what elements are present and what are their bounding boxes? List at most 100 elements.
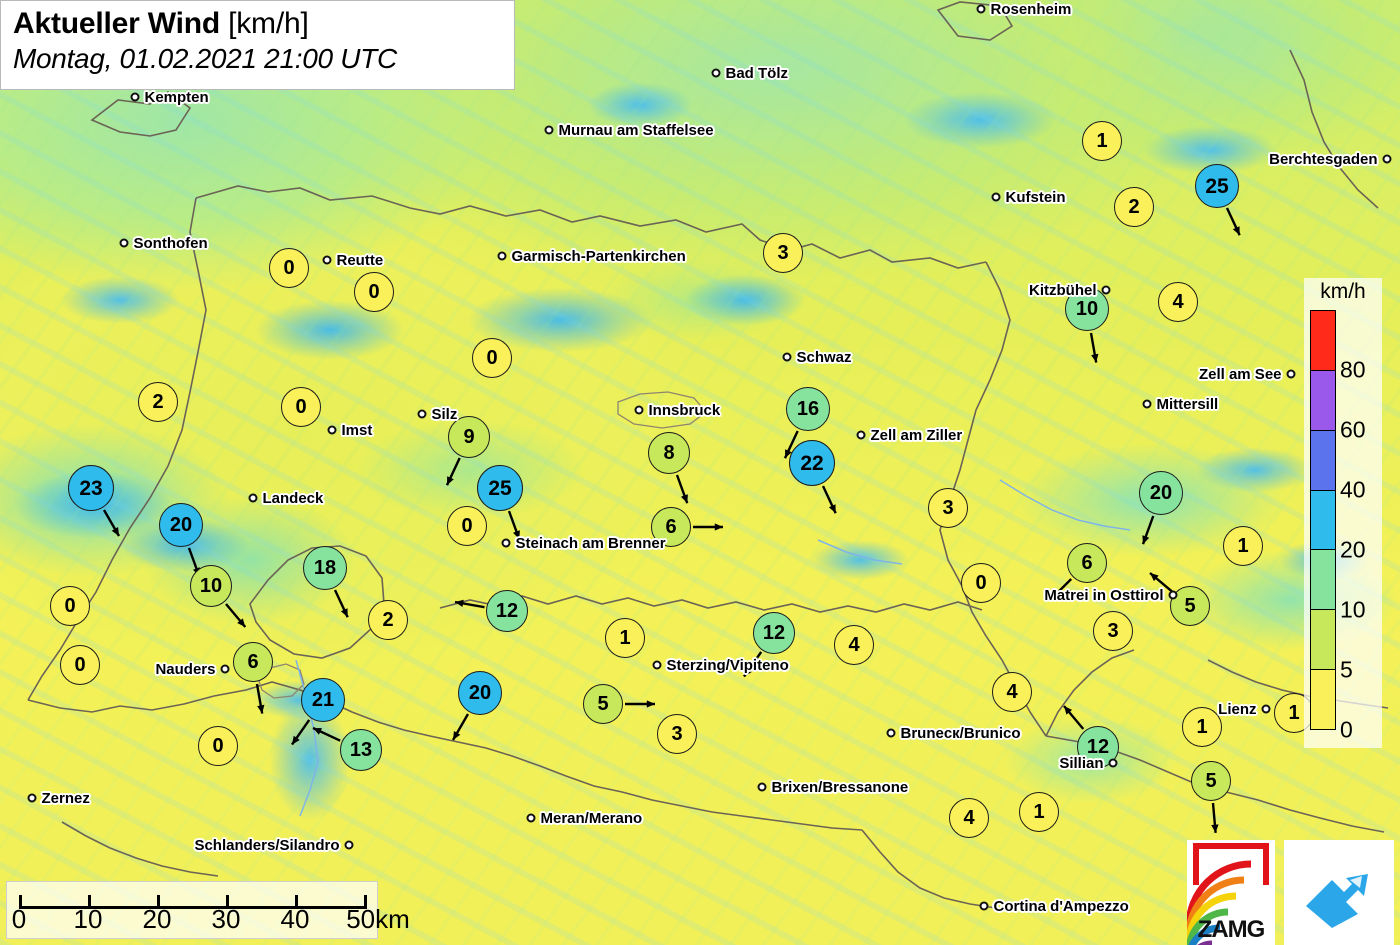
wind-station-marker[interactable]: 0 (281, 387, 321, 427)
city-dot-icon (322, 255, 332, 265)
wind-station-marker[interactable]: 12 (454, 590, 528, 632)
city-marker[interactable]: Steinach am Brenner (501, 535, 666, 552)
city-marker[interactable]: Rosenheim (976, 1, 1071, 18)
city-marker[interactable]: Mittersill (1142, 396, 1218, 413)
wind-speed-value: 9 (448, 416, 490, 458)
wind-station-marker[interactable]: 4 (1158, 282, 1198, 322)
wind-station-marker[interactable]: 0 (60, 645, 100, 685)
scale-tick-5 (364, 895, 367, 906)
wind-station-marker[interactable]: 4 (834, 625, 874, 665)
wind-station-marker[interactable]: 0 (198, 726, 238, 766)
city-marker[interactable]: Lienz (1218, 701, 1271, 718)
wind-station-marker[interactable]: 1 (605, 618, 645, 658)
wind-station-marker[interactable]: 16 (784, 387, 830, 459)
wind-station-marker[interactable]: 18 (303, 546, 349, 618)
city-marker[interactable]: Sterzing/Vipiteno (652, 657, 789, 674)
city-marker[interactable]: Silz (417, 406, 457, 423)
wind-station-marker[interactable]: 1 (1082, 121, 1122, 161)
city-marker[interactable]: Schwaz (782, 349, 852, 366)
wind-station-marker[interactable]: 2 (138, 382, 178, 422)
wind-station-marker[interactable]: 25 (1195, 164, 1241, 236)
wind-station-marker[interactable]: 21 (291, 678, 345, 745)
wind-station-marker[interactable]: 3 (763, 233, 803, 273)
city-dot-icon (248, 493, 258, 503)
wind-station-marker[interactable]: 6 (1049, 543, 1107, 601)
wind-station-marker[interactable]: 20 (159, 503, 203, 577)
wind-station-marker[interactable]: 2 (368, 600, 408, 640)
wind-station-marker[interactable]: 10 (190, 565, 246, 628)
city-marker[interactable]: Cortina d'Ampezzo (979, 898, 1129, 915)
scale-label-2: 20 (142, 904, 172, 934)
city-label: Mittersill (1156, 395, 1219, 413)
city-marker[interactable]: Reutte (322, 252, 383, 269)
wind-station-marker[interactable]: 20 (451, 671, 502, 741)
city-label: Kitzbühel (1029, 281, 1097, 299)
city-marker[interactable]: Sonthofen (119, 235, 208, 252)
wind-station-marker[interactable]: 0 (50, 586, 90, 626)
wind-station-marker[interactable]: 4 (992, 672, 1032, 712)
city-label: Meran/Merano (540, 809, 643, 827)
wind-station-marker[interactable]: 0 (354, 272, 394, 312)
wind-station-marker[interactable]: 0 (961, 563, 1001, 603)
city-marker[interactable]: Matrei in Osttirol (1044, 587, 1178, 604)
city-marker[interactable]: Zernez (27, 790, 90, 807)
city-marker[interactable]: Kitzbühel (1029, 282, 1111, 299)
wind-station-marker[interactable]: 0 (269, 248, 309, 288)
city-marker[interactable]: Berchtesgaden (1269, 151, 1392, 168)
city-marker[interactable]: Landeck (248, 490, 323, 507)
wind-station-marker[interactable]: 2 (1114, 187, 1154, 227)
wind-station-marker[interactable]: 0 (447, 506, 487, 546)
wind-station-marker[interactable]: 25 (477, 465, 523, 541)
wind-station-marker[interactable]: 8 (648, 432, 690, 504)
city-label: Garmisch-Partenkirchen (511, 247, 686, 265)
wind-station-marker[interactable]: 22 (789, 440, 837, 514)
legend-band-4 (1311, 550, 1335, 611)
city-marker[interactable]: Murnau am Staffelsee (544, 122, 714, 139)
wind-station-marker[interactable]: 13 (312, 726, 382, 771)
city-marker[interactable]: Innsbruck (634, 402, 720, 419)
wind-station-marker[interactable]: 3 (657, 714, 697, 754)
city-marker[interactable]: Kufstein (991, 189, 1066, 206)
scale-bar: 0 10 20 30 40 50km (6, 881, 410, 939)
city-label: Zell am See (1198, 365, 1282, 383)
city-marker[interactable]: Bad Tölz (711, 65, 788, 82)
wind-station-marker[interactable]: 1 (1223, 526, 1263, 566)
city-marker[interactable]: Zell am Ziller (856, 427, 962, 444)
city-marker[interactable]: Brunecк/Brunico (886, 725, 1021, 742)
city-dot-icon (344, 840, 354, 850)
city-marker[interactable]: Nauders (155, 661, 230, 678)
wind-station-marker[interactable]: 1 (1182, 707, 1222, 747)
city-dot-icon (634, 405, 644, 415)
wind-station-marker[interactable]: 3 (928, 488, 968, 528)
city-label: Imst (341, 421, 373, 439)
wind-speed-value: 3 (928, 488, 968, 528)
wind-station-marker[interactable]: 5 (1191, 761, 1231, 833)
city-marker[interactable]: Imst (327, 422, 372, 439)
city-marker[interactable]: Zell am See (1199, 366, 1296, 383)
wind-speed-value: 20 (159, 503, 203, 547)
wind-station-marker[interactable]: 12 (742, 612, 795, 678)
wind-station-marker[interactable]: 5 (583, 684, 655, 724)
city-label: Bad Tölz (725, 64, 789, 82)
wind-station-marker[interactable]: 4 (949, 798, 989, 838)
city-marker[interactable]: Meran/Merano (526, 810, 642, 827)
wind-station-marker[interactable]: 0 (472, 338, 512, 378)
city-marker[interactable]: Schlanders/Silandro (194, 837, 354, 854)
wind-station-marker[interactable]: 6 (233, 642, 273, 714)
wind-station-marker[interactable]: 23 (68, 465, 120, 537)
wind-station-marker[interactable]: 1 (1019, 792, 1059, 832)
wind-station-marker[interactable]: 3 (1093, 611, 1133, 651)
zamg-logo-frame (1193, 843, 1269, 885)
legend-tick-80: 80 (1340, 356, 1366, 383)
city-marker[interactable]: Kempten (130, 89, 209, 106)
city-marker[interactable]: Garmisch-Partenkirchen (497, 248, 686, 265)
legend-band-2 (1311, 430, 1335, 491)
city-marker[interactable]: Sillian (1059, 755, 1118, 772)
scale-tick-2 (157, 895, 160, 906)
zamg-logo-text: ZAMG (1197, 916, 1266, 943)
wind-station-marker[interactable]: 20 (1139, 471, 1183, 545)
city-dot-icon (544, 125, 554, 135)
city-marker[interactable]: Brixen/Bressanone (757, 779, 908, 796)
wind-speed-value: 4 (949, 798, 989, 838)
legend-tick-40: 40 (1340, 476, 1366, 503)
